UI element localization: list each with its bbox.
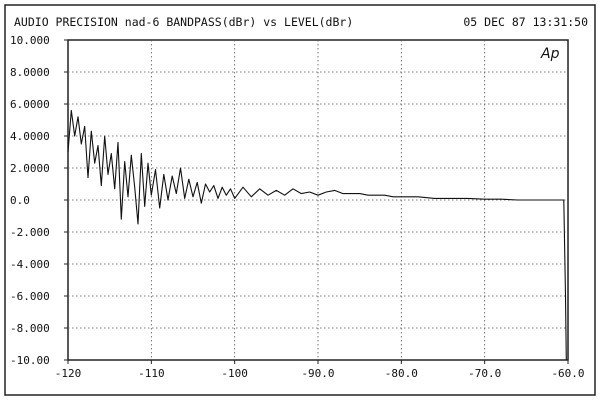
x-tick-label: -120	[55, 367, 82, 380]
y-tick-label: -4.000	[10, 258, 50, 271]
x-tick-label: -70.0	[468, 367, 501, 380]
x-tick-label: -90.0	[301, 367, 334, 380]
y-axis: 10.000 8.0000 6.0000 4.0000 2.0000 0.0 -2.000 -…	[10, 34, 68, 367]
x-tick-label: -100	[221, 367, 248, 380]
y-tick-label: 8.0000	[10, 66, 50, 79]
y-tick-label: 4.0000	[10, 130, 50, 143]
ap-logo: Ap	[540, 46, 560, 62]
y-tick-label: -6.000	[10, 290, 50, 303]
y-tick-label: -2.000	[10, 226, 50, 239]
chart-title: AUDIO PRECISION nad-6 BANDPASS(dBr) vs L…	[14, 15, 353, 29]
chart-timestamp: 05 DEC 87 13:31:50	[463, 15, 588, 29]
x-axis: -120 -110 -100 -90.0 -80.0 -70.0 -60.0	[55, 360, 585, 380]
outer-border	[4, 4, 596, 396]
grid	[68, 40, 568, 360]
x-tick-label: -80.0	[385, 367, 418, 380]
y-tick-label: -8.000	[10, 322, 50, 335]
y-tick-label: -10.00	[10, 354, 50, 367]
series-line	[67, 109, 567, 361]
x-tick-label: -110	[138, 367, 165, 380]
y-tick-label: 10.000	[10, 34, 50, 47]
x-tick-label: -60.0	[551, 367, 584, 380]
y-tick-label: 0.0	[10, 194, 30, 207]
y-tick-label: 2.0000	[10, 162, 50, 175]
y-tick-label: 6.0000	[10, 98, 50, 111]
